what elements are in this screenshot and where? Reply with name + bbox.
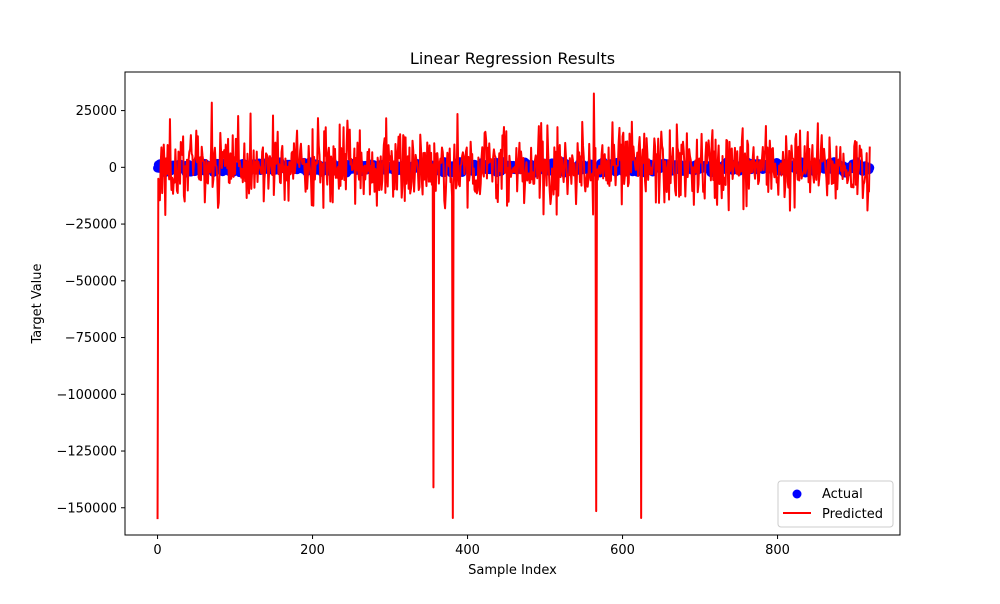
y-tick-label: −125000	[56, 445, 117, 460]
x-tick-label: 0	[153, 543, 161, 558]
y-tick-label: 0	[109, 161, 117, 176]
legend-predicted-label: Predicted	[822, 507, 883, 522]
y-tick-label: −25000	[65, 218, 117, 233]
y-tick-label: −150000	[56, 501, 117, 516]
predicted-line	[156, 92, 871, 520]
x-axis-label: Sample Index	[468, 563, 557, 578]
legend-box	[777, 480, 894, 528]
chart-title: Linear Regression Results	[410, 49, 615, 68]
legend-actual-marker	[792, 489, 802, 499]
x-tick-label: 200	[300, 543, 325, 558]
y-tick-label: −75000	[65, 331, 117, 346]
axes-frame	[124, 71, 901, 536]
x-tick-label: 400	[455, 543, 480, 558]
x-tick-label: 800	[765, 543, 790, 558]
y-tick-label: −100000	[56, 388, 117, 403]
x-tick-label: 600	[610, 543, 635, 558]
predicted-series	[156, 92, 871, 520]
legend: Actual Predicted	[777, 480, 894, 528]
legend-actual-label: Actual	[822, 487, 863, 502]
y-axis-ticks: 25000 0 −25000 −50000 −75000 −100000 −125000 −1…	[56, 104, 125, 516]
y-axis-label: Target Value	[30, 263, 45, 344]
x-axis-ticks: 0 200 400 600 800	[153, 535, 790, 558]
y-tick-label: 25000	[76, 104, 117, 119]
y-tick-label: −50000	[65, 274, 117, 289]
